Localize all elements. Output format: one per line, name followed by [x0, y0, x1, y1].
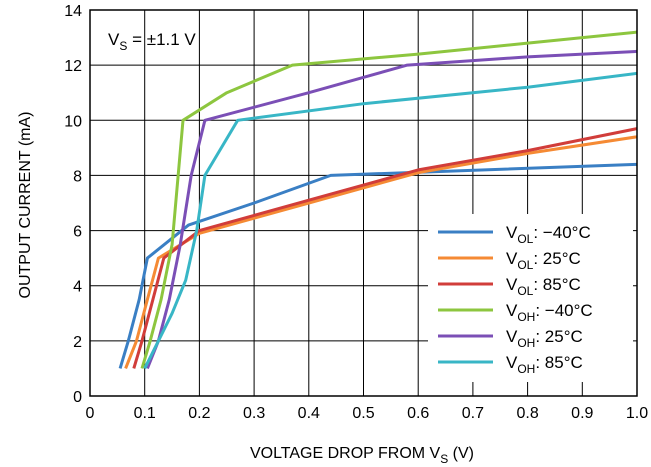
y-tick-label: 10: [64, 113, 82, 130]
series-line: [132, 127, 638, 369]
plot-frame: [89, 9, 638, 397]
y-tick-label: 12: [64, 58, 82, 75]
x-tick-label: 0.6: [407, 405, 429, 422]
y-tick-labels: 0 2 4 6 8 10 12 14: [64, 3, 82, 406]
y-tick-label: 4: [73, 279, 82, 296]
x-tick-label: 0.8: [516, 405, 538, 422]
y-tick-label: 8: [73, 168, 82, 185]
legend-label: VOL: 25°C: [506, 249, 581, 272]
x-tick-label: 0.1: [134, 405, 156, 422]
series-line: [140, 30, 638, 369]
x-tick-label: 0.9: [571, 405, 593, 422]
x-tick-labels: 0 0.1 0.2 0.3 0.4 0.5 0.6 0.7 0.8 0.9 1.0: [86, 405, 649, 422]
legend-label: VOH: 85°C: [506, 353, 583, 376]
series-line: [118, 162, 638, 369]
series-line: [146, 49, 638, 369]
y-axis-label: OUTPUT CURRENT (mA): [17, 112, 34, 299]
x-tick-label: 1.0: [626, 405, 648, 422]
x-tick-label: 0: [86, 405, 95, 422]
series-line: [143, 71, 638, 370]
series-line: [124, 135, 638, 369]
legend: VOL: −40°C VOL: 25°C VOL: 85°C VOH: −40°C VO…: [428, 214, 633, 382]
legend-label: VOH: −40°C: [506, 301, 593, 324]
y-tick-label: 14: [64, 3, 82, 20]
x-tick-label: 0.2: [188, 405, 210, 422]
legend-label: VOL: 85°C: [506, 275, 581, 298]
legend-box: [428, 214, 633, 382]
y-tick-label: 2: [73, 334, 82, 351]
legend-label: VOH: 25°C: [506, 327, 583, 350]
supply-voltage-annotation: VS = ±1.1 V: [108, 30, 196, 53]
x-tick-label: 0.3: [243, 405, 265, 422]
x-axis-label: VOLTAGE DROP FROM VS (V): [250, 445, 474, 466]
y-tick-label: 0: [73, 389, 82, 406]
y-tick-label: 6: [73, 224, 82, 241]
x-tick-label: 0.7: [462, 405, 484, 422]
legend-label: VOL: −40°C: [506, 223, 591, 246]
x-tick-label: 0.5: [352, 405, 374, 422]
x-tick-label: 0.4: [298, 405, 320, 422]
series-lines: [118, 30, 638, 370]
